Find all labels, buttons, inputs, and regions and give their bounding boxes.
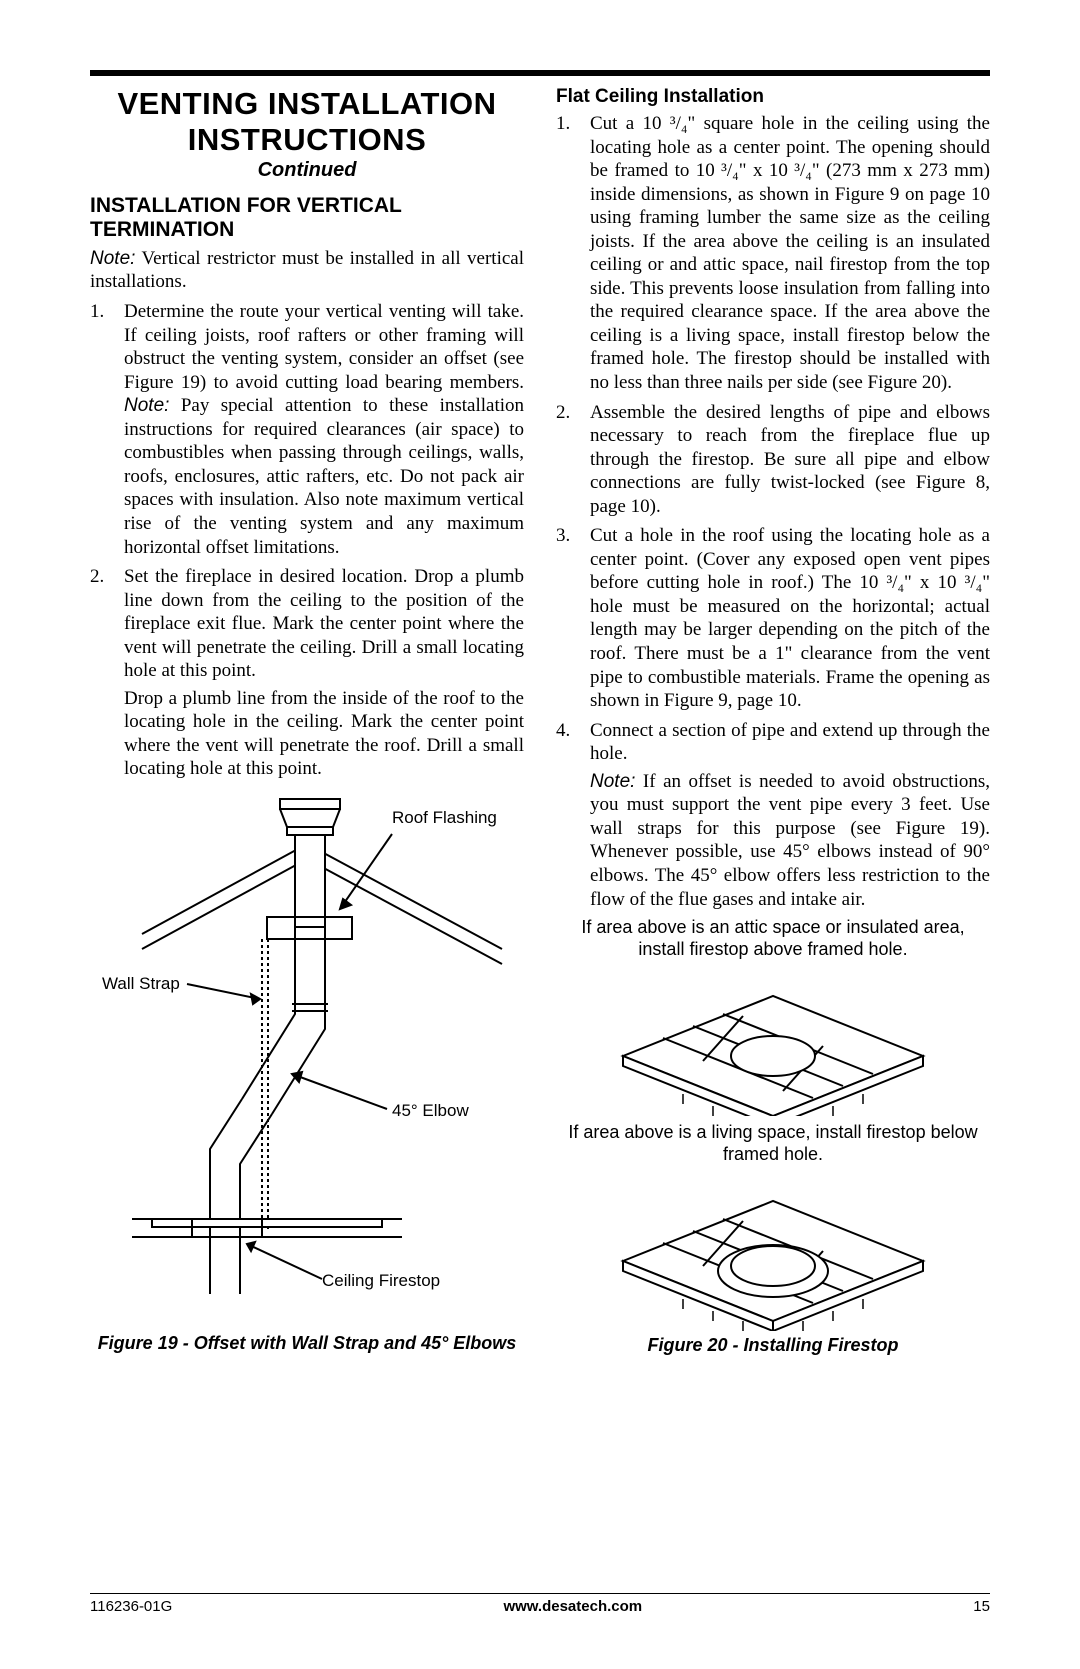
figure-20-caption: Figure 20 - Installing Firestop	[556, 1335, 990, 1357]
figure-19-caption: Figure 19 - Offset with Wall Strap and 4…	[90, 1333, 524, 1355]
left-list: Determine the route your vertical ventin…	[90, 300, 524, 781]
fig19-roof-flashing: Roof Flashing	[392, 809, 472, 828]
footer-mid: www.desatech.com	[503, 1598, 642, 1615]
right-item-2: Assemble the desired lengths of pipe and…	[556, 401, 990, 519]
note-line: Note: Vertical restrictor must be instal…	[90, 247, 524, 295]
figure-19-svg	[92, 789, 522, 1319]
right-list: Cut a 10 ³/₄" square hole in the ceiling…	[556, 112, 990, 911]
footer: 116236-01G www.desatech.com 15	[90, 1593, 990, 1615]
right-item-4: Connect a section of pipe and extend up …	[556, 719, 990, 911]
section-heading: INSTALLATION FOR VERTICAL TERMINATION	[90, 194, 524, 242]
fig19-elbow: 45° Elbow	[392, 1101, 469, 1121]
right-column: Flat Ceiling Installation Cut a 10 ³/₄" …	[556, 86, 990, 1357]
fig19-ceiling-firestop: Ceiling Firestop	[322, 1271, 440, 1291]
footer-right: 15	[973, 1598, 990, 1615]
left-column: VENTING INSTALLATION INSTRUCTIONS Contin…	[90, 86, 524, 1357]
figure-20-bottom	[563, 1171, 983, 1331]
left-item-1: Determine the route your vertical ventin…	[90, 300, 524, 559]
fig20-cond-above: If area above is an attic space or insul…	[566, 917, 980, 960]
right-item-3: Cut a hole in the roof using the locatin…	[556, 524, 990, 712]
sub-heading: Flat Ceiling Installation	[556, 86, 990, 108]
continued-label: Continued	[90, 159, 524, 182]
right-item-1: Cut a 10 ³/₄" square hole in the ceiling…	[556, 112, 990, 395]
figure-20-top	[563, 966, 983, 1116]
figure-19: Roof Flashing Wall Strap 45° Elbow Ceili…	[92, 789, 522, 1329]
footer-left: 116236-01G	[90, 1598, 172, 1615]
fig19-wall-strap: Wall Strap	[102, 974, 180, 994]
note-text: Vertical restrictor must be installed in…	[90, 248, 524, 293]
main-title: VENTING INSTALLATION INSTRUCTIONS	[90, 86, 524, 157]
note-label: Note:	[90, 248, 135, 269]
fig20-cond-below: If area above is a living space, install…	[566, 1122, 980, 1165]
left-item-2: Set the fireplace in desired location. D…	[90, 565, 524, 781]
